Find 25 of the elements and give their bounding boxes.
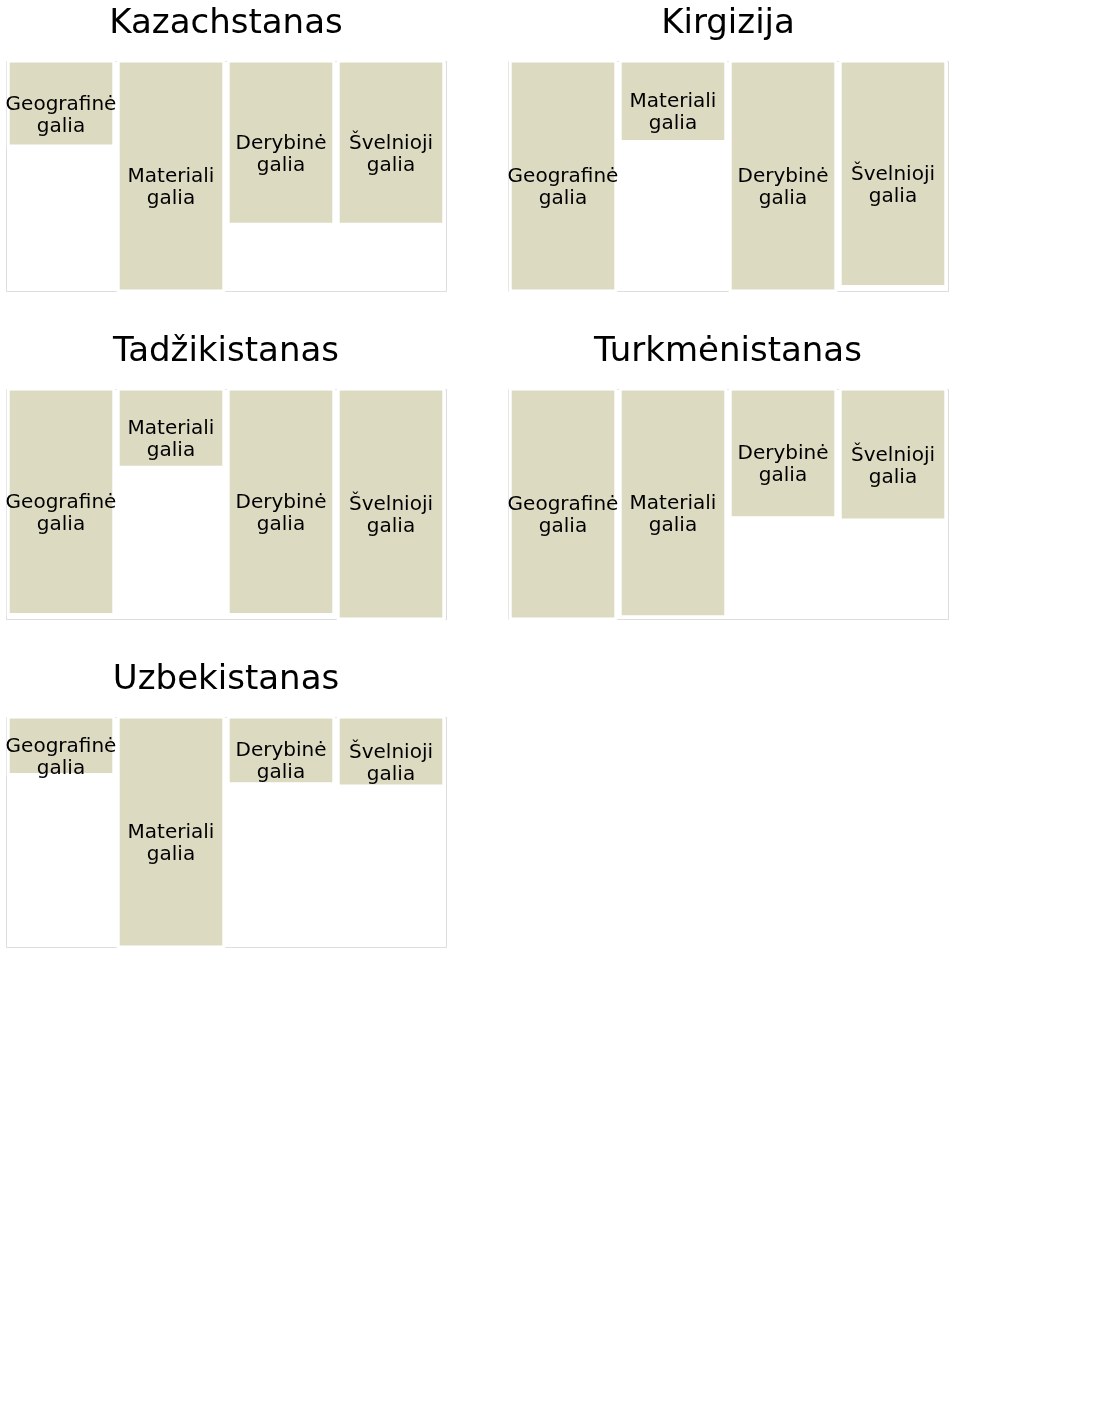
chart-title: Tadžikistanas bbox=[112, 328, 339, 369]
chart-title: Kirgizija bbox=[661, 0, 795, 41]
chart-title: Kazachstanas bbox=[109, 0, 343, 41]
category-label: Derybinė galia bbox=[737, 440, 829, 487]
category-label: Materiali galia bbox=[127, 163, 215, 209]
category-label: Materiali galia bbox=[629, 489, 717, 536]
chart-title: Turkmėnistanas bbox=[593, 328, 862, 369]
category-label: Geografinė galia bbox=[5, 488, 117, 535]
category-label: Švelnioji galia bbox=[349, 129, 433, 176]
category-label: Švelnioji galia bbox=[349, 738, 433, 785]
category-label: Geografinė galia bbox=[507, 491, 619, 537]
category-label: Derybinė galia bbox=[235, 488, 327, 535]
category-label: Materiali galia bbox=[629, 88, 717, 135]
category-label: Geografinė galia bbox=[5, 90, 117, 137]
category-label: Švelnioji galia bbox=[851, 441, 935, 488]
category-label: Geografinė galia bbox=[5, 732, 117, 779]
category-label: Švelnioji galia bbox=[349, 491, 433, 537]
category-label: Derybinė galia bbox=[737, 163, 829, 209]
category-label: Materiali galia bbox=[127, 415, 215, 462]
category-label: Materiali galia bbox=[127, 819, 215, 865]
category-label: Derybinė galia bbox=[235, 737, 327, 784]
category-label: Derybinė galia bbox=[235, 129, 327, 176]
category-label: Geografinė galia bbox=[507, 163, 619, 209]
category-label: Švelnioji galia bbox=[851, 160, 935, 207]
chart-title: Uzbekistanas bbox=[112, 656, 340, 697]
